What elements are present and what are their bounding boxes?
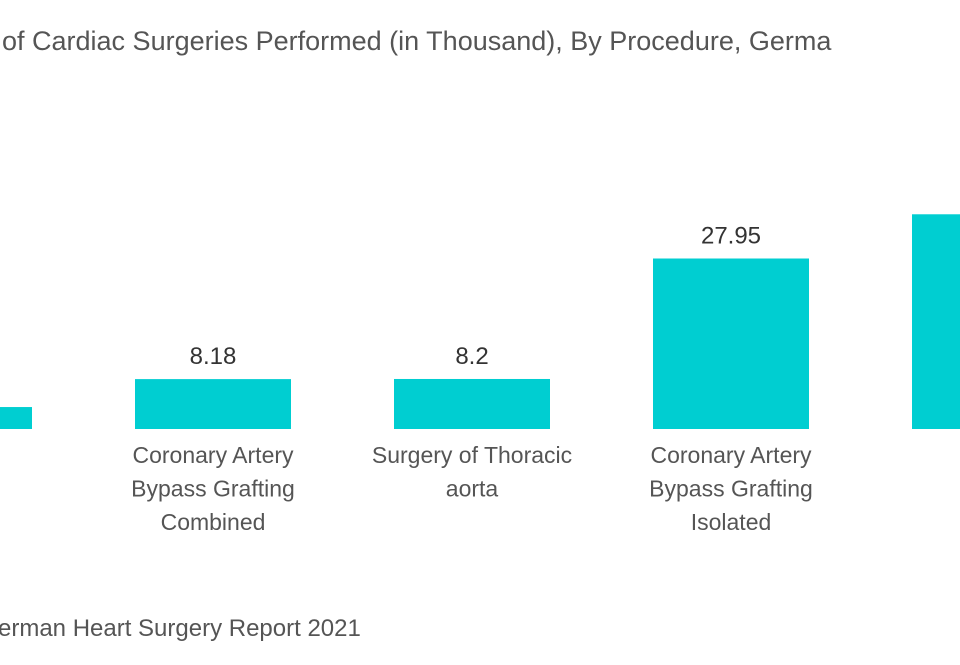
category-label-3-line-1: Surgery of Thoracic — [372, 442, 572, 468]
category-label-2-line-3: Combined — [161, 509, 266, 535]
value-label-4: 27.95 — [701, 223, 761, 250]
bar-5 — [912, 214, 960, 429]
category-label-2-line-2: Bypass Grafting — [131, 476, 295, 502]
value-label-2: 8.18 — [190, 343, 237, 370]
bar-3 — [394, 378, 550, 429]
bar-2 — [135, 379, 291, 429]
value-label-3: 8.2 — [455, 343, 488, 370]
bar-4 — [653, 258, 809, 429]
value-labels-group: 8.18 8.2 27.95 — [190, 223, 761, 371]
bars-group — [0, 214, 960, 429]
category-label-4-line-3: Isolated — [691, 509, 772, 535]
category-label-2-line-1: Coronary Artery — [132, 442, 294, 468]
category-label-4-line-1: Coronary Artery — [650, 442, 812, 468]
bar-1 — [0, 407, 32, 429]
source-note: erman Heart Surgery Report 2021 — [0, 615, 361, 642]
category-label-4-line-2: Bypass Grafting — [649, 476, 813, 502]
chart-title: of Cardiac Surgeries Performed (in Thous… — [2, 26, 832, 56]
category-label-3-line-2: aorta — [446, 476, 499, 502]
